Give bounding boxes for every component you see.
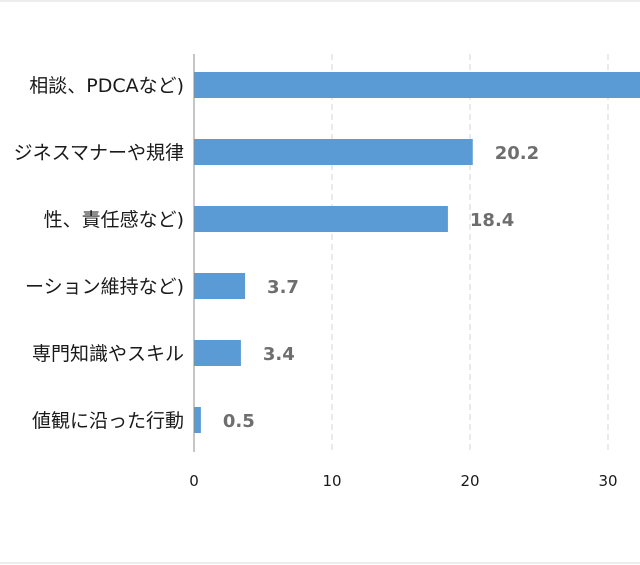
data-label: 20.2 [495, 143, 539, 164]
bar [194, 340, 241, 366]
bar [194, 72, 640, 98]
category-label: 専門知識やスキル [32, 343, 184, 365]
x-tick-label: 10 [322, 472, 341, 490]
category-label: 相談、PDCAなど) [29, 75, 184, 97]
gridlines [331, 54, 609, 452]
data-label: 3.4 [263, 344, 295, 365]
data-label: 0.5 [223, 411, 255, 432]
category-label: ーション維持など) [25, 276, 184, 298]
data-label: 3.7 [267, 277, 299, 298]
x-tick-label: 0 [189, 472, 199, 490]
x-tick-labels: 0 10 20 30 [189, 472, 617, 490]
x-tick-label: 30 [598, 472, 617, 490]
bar [194, 273, 246, 299]
value-labels: 20.2 18.4 3.7 3.4 0.5 [223, 143, 539, 432]
bar [194, 206, 448, 232]
category-label: ジネスマナーや規律 [14, 142, 184, 164]
bar [194, 139, 473, 165]
category-label: 値観に沿った行動 [32, 410, 184, 432]
x-tick-label: 20 [460, 472, 479, 490]
data-label: 18.4 [470, 210, 514, 231]
category-label: 性、責任感など) [44, 209, 184, 231]
bar [194, 407, 201, 433]
bar-group [194, 72, 640, 433]
